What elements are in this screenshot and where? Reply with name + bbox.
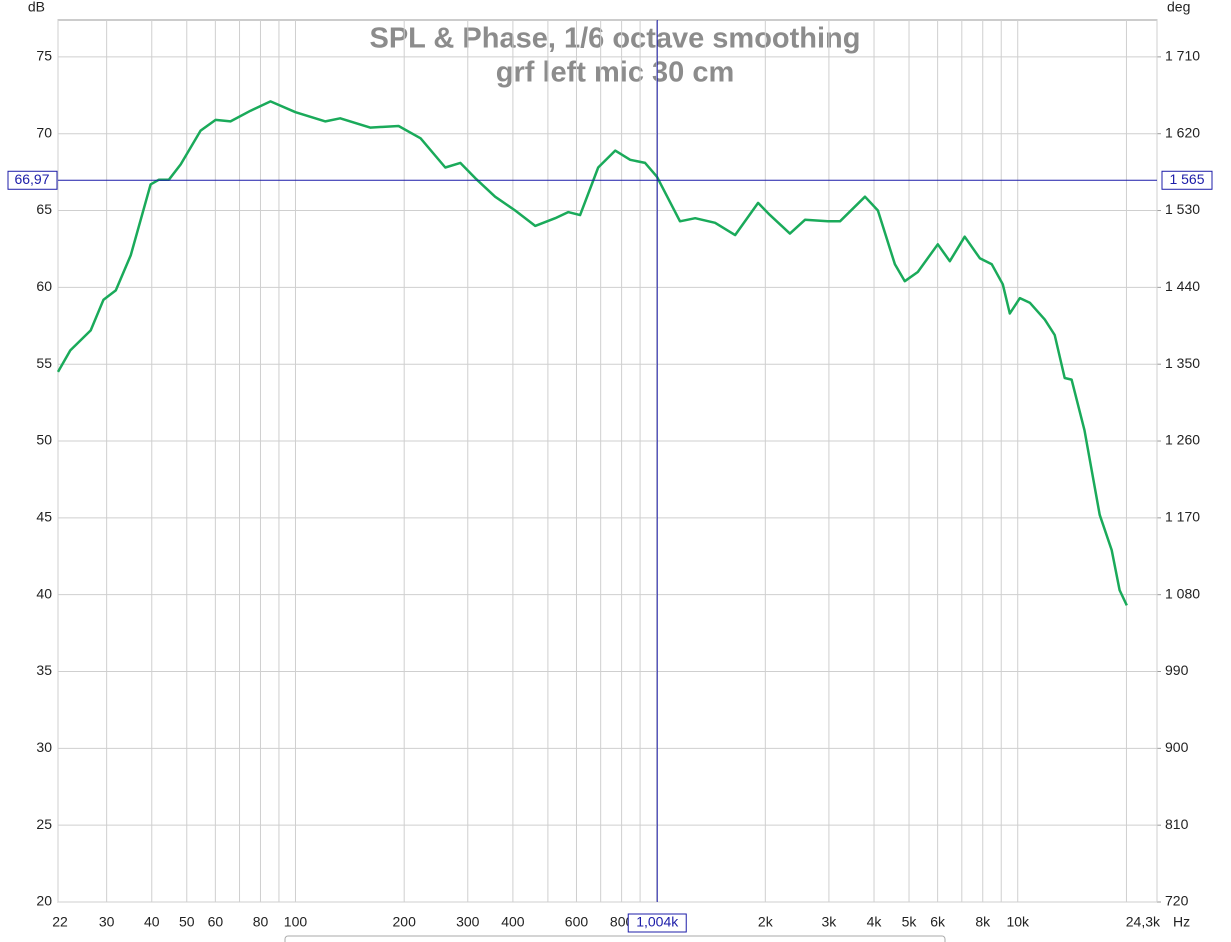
x-tick-label: 400 <box>501 914 525 930</box>
cursor-x-box <box>627 913 687 933</box>
cursor-x-label: 1,004k <box>636 914 679 930</box>
y-unit: dB <box>28 0 45 15</box>
spl-line <box>56 100 1128 606</box>
x-tick-label: 30 <box>99 914 115 930</box>
y-tick-label: 65 <box>36 201 52 217</box>
x-tick-label: 2k <box>758 914 774 930</box>
x-tick-label: 10k <box>1006 914 1030 930</box>
cursor-y-label: 66,97 <box>14 171 49 187</box>
y-tick-label: 60 <box>36 278 52 294</box>
cursor-y-box <box>7 170 58 190</box>
y2-tick-label: 1 260 <box>1165 432 1200 448</box>
y2-tick-label: 1 530 <box>1165 201 1200 217</box>
y-tick-label: 75 <box>36 48 52 64</box>
x-tick-label: 100 <box>284 914 308 930</box>
y2-tick-label: 1 620 <box>1165 124 1200 140</box>
y2-unit: deg <box>1167 0 1190 15</box>
x-unit: Hz <box>1173 914 1190 930</box>
x-tick-label: 800 <box>610 914 634 930</box>
chart-subtitle: grf left mic 30 cm <box>496 57 735 89</box>
x-tick-label: 22 <box>52 914 68 930</box>
y-tick-label: 35 <box>36 662 52 678</box>
y-tick-label: 25 <box>36 816 52 832</box>
y2-tick-label: 810 <box>1165 816 1189 832</box>
y2-tick-label: 1 710 <box>1165 48 1200 64</box>
y2-tick-label: 1 080 <box>1165 585 1200 601</box>
x-tick-label: 6k <box>930 914 946 930</box>
x-tick-label: 60 <box>208 914 224 930</box>
y2-tick-label: 990 <box>1165 662 1189 678</box>
x-tick-label: 3k <box>822 914 838 930</box>
x-tick-label: 50 <box>179 914 195 930</box>
y2-tick-label: 1 170 <box>1165 509 1200 525</box>
y2-tick-label: 900 <box>1165 739 1189 755</box>
x-tick-label: 8k <box>975 914 991 930</box>
x-tick-label: 4k <box>867 914 883 930</box>
y-tick-label: 55 <box>36 355 52 371</box>
y-tick-label: 30 <box>36 739 52 755</box>
cursor-y2-label: 1 565 <box>1169 171 1204 187</box>
y-tick-label: 20 <box>36 893 52 909</box>
y2-tick-label: 1 350 <box>1165 355 1200 371</box>
x-tick-label: 80 <box>253 914 269 930</box>
x-tick-label: 5k <box>902 914 918 930</box>
x-tick-label: 24,3k <box>1126 914 1161 930</box>
cursor-y2-box <box>1161 170 1213 190</box>
y2-tick-label: 1 440 <box>1165 278 1200 294</box>
y-tick-label: 40 <box>36 585 52 601</box>
y-tick-label: 70 <box>36 124 52 140</box>
x-tick-label: 600 <box>565 914 589 930</box>
y2-tick-label: 720 <box>1165 893 1189 909</box>
scrollbar[interactable] <box>284 935 946 942</box>
chart-title: SPL & Phase, 1/6 octave smoothing <box>369 23 860 55</box>
x-tick-label: 300 <box>456 914 480 930</box>
x-tick-label: 40 <box>144 914 160 930</box>
plot-area <box>57 19 1158 903</box>
y-tick-label: 45 <box>36 509 52 525</box>
y-tick-label: 50 <box>36 432 52 448</box>
x-tick-label: 200 <box>393 914 417 930</box>
